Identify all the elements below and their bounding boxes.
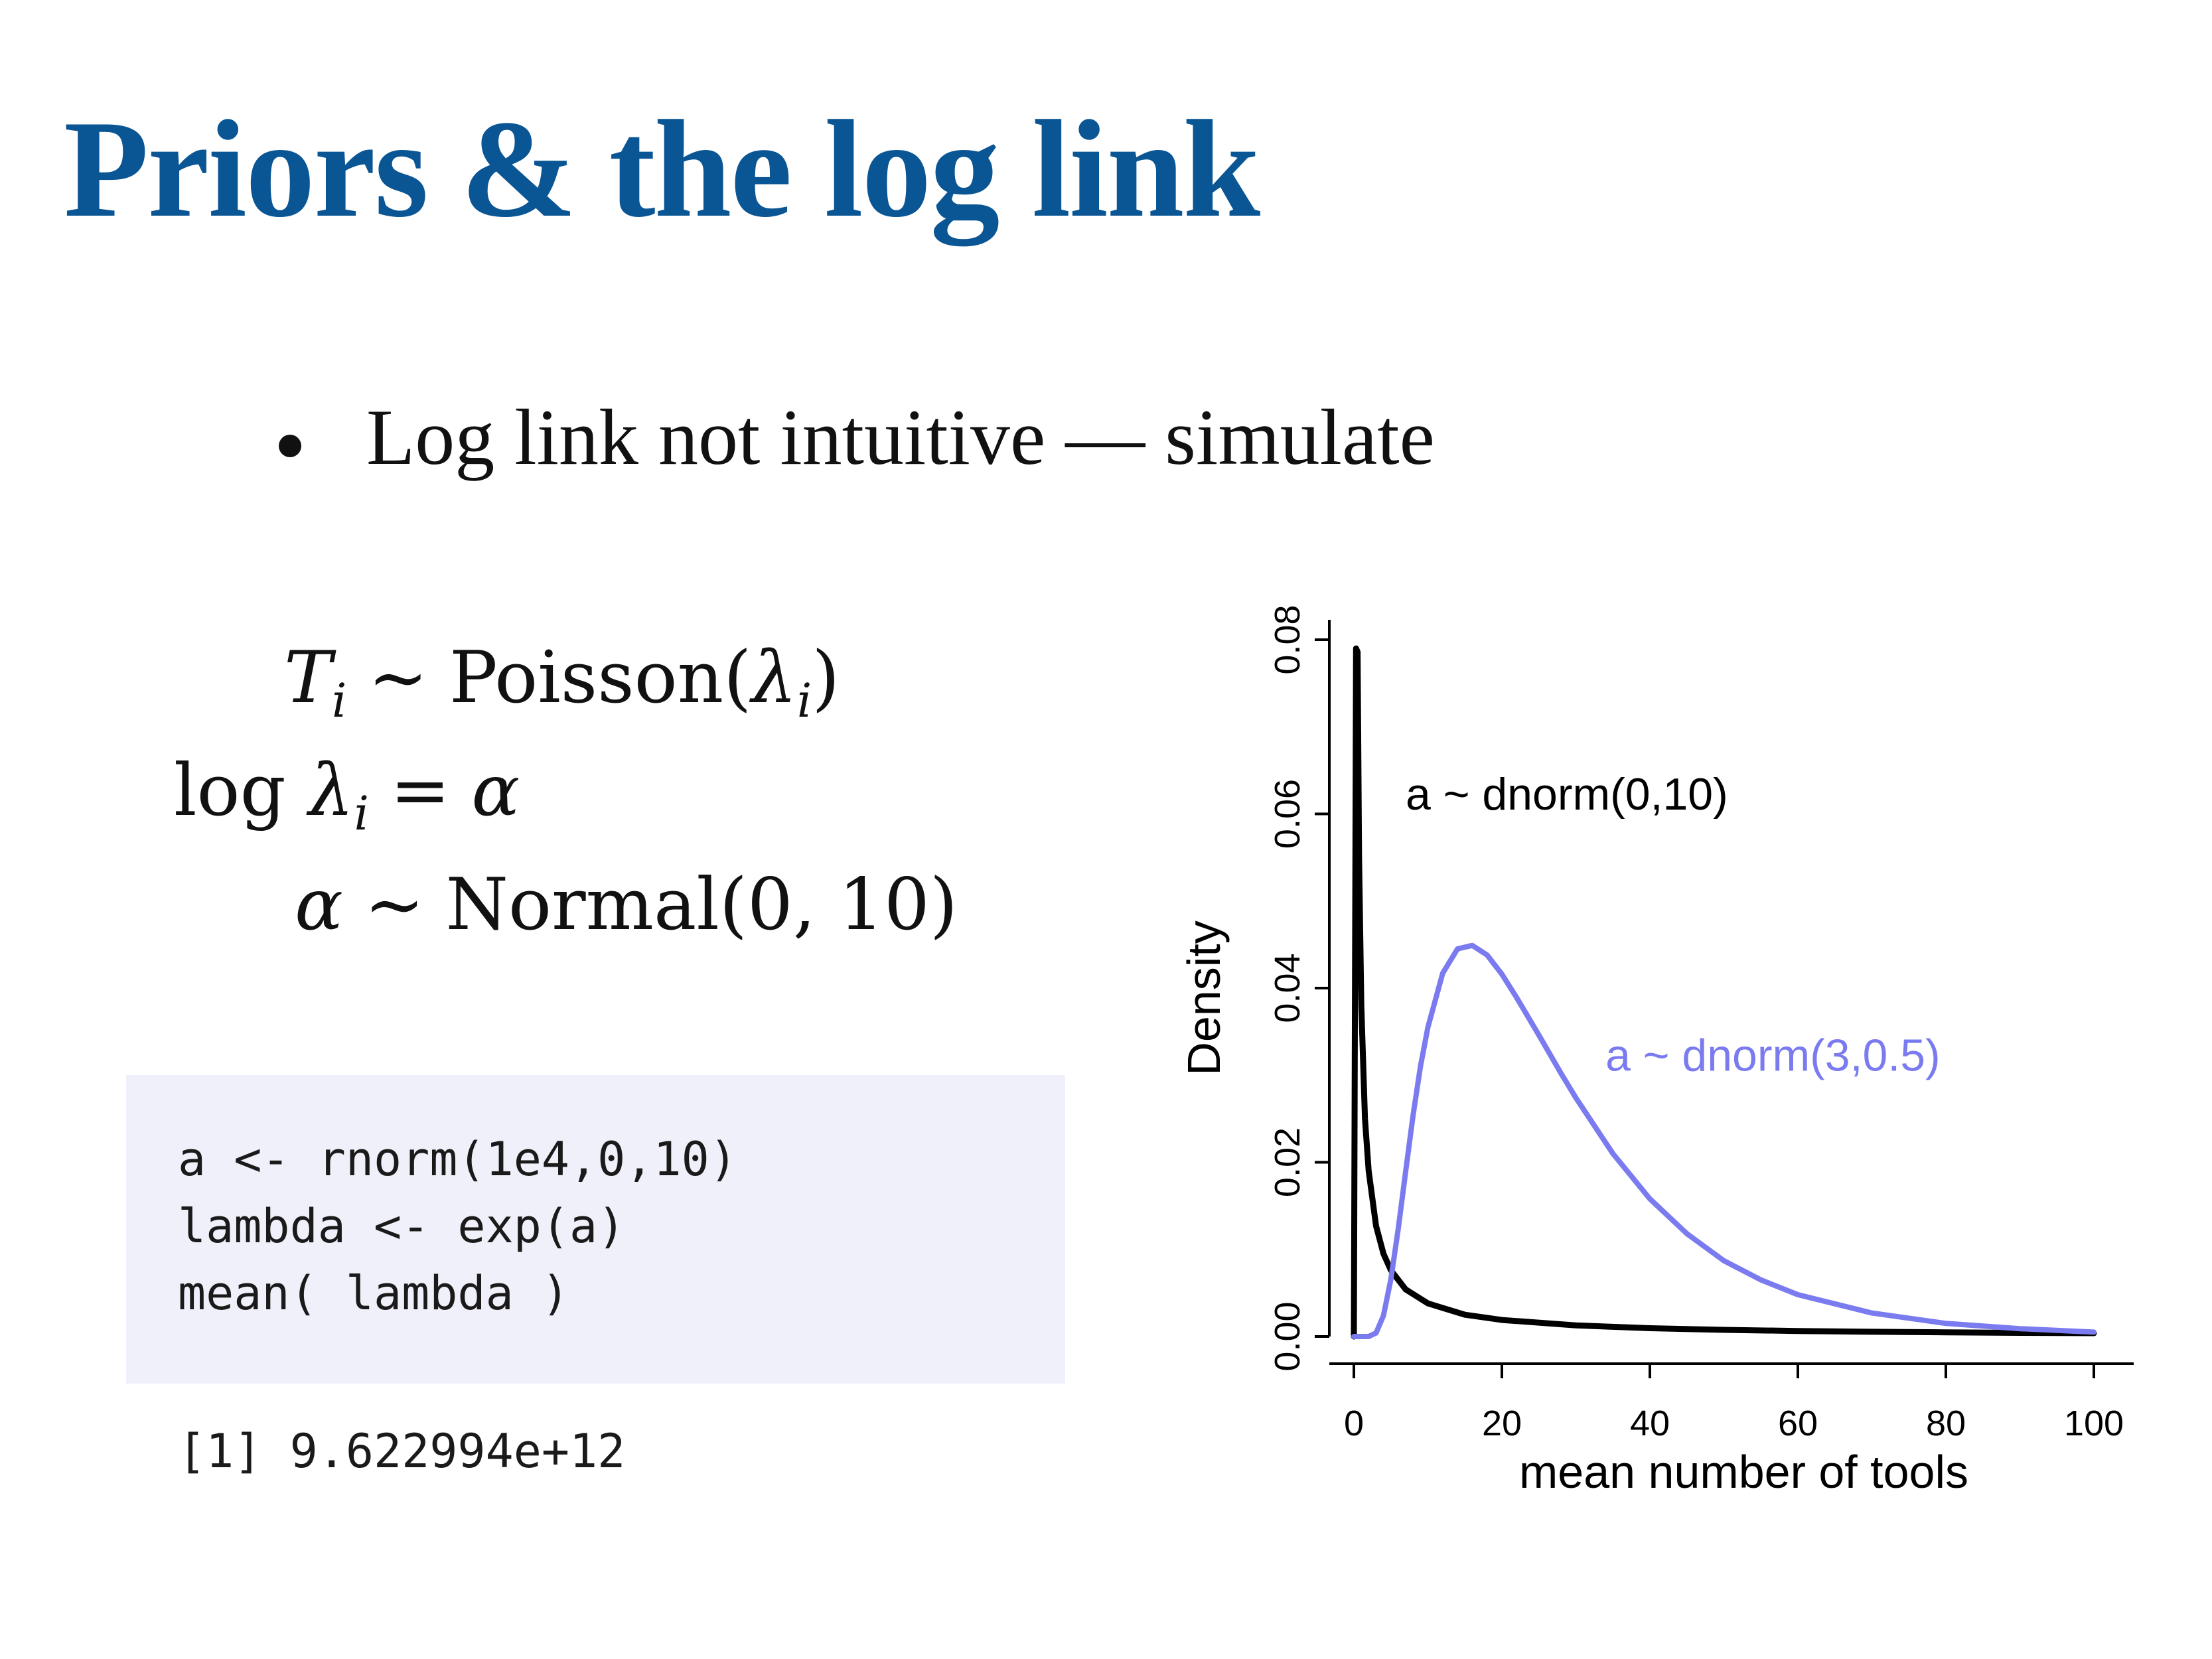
x-tick-label: 100: [2064, 1404, 2124, 1443]
model-equation-link: log λi = α: [174, 755, 520, 837]
x-tick-label: 60: [1778, 1404, 1818, 1443]
y-axis-label: Density: [1178, 920, 1230, 1075]
code-output: [1] 9.622994e+12: [178, 1424, 626, 1479]
bullet-item: Log link not intuitive — simulate: [279, 392, 1435, 483]
eq3-rhs: Normal(0, 10): [445, 863, 958, 946]
slide-title: Priors & the log link: [64, 92, 1260, 246]
y-tick-label: 0.08: [1268, 605, 1307, 674]
y-tick-label: 0.02: [1268, 1127, 1307, 1197]
eq1-lhs-sub: i: [332, 674, 347, 728]
code-line: lambda <- exp(a): [178, 1199, 626, 1254]
eq1-rhs-b: ): [812, 636, 840, 719]
eq1-rhs-sub: i: [796, 674, 812, 728]
x-axis-label: mean number of tools: [1519, 1446, 1968, 1498]
eq2-lhs-greek: λ: [309, 749, 354, 832]
eq1-lhs: T: [284, 636, 332, 719]
model-equation-prior: α ∼ Normal(0, 10): [295, 869, 958, 941]
eq1-rhs-greek: λ: [751, 636, 797, 719]
eq1-rhs-a: Poisson(: [449, 636, 752, 719]
bullet-dot-icon: [279, 435, 301, 457]
code-block: a <- rnorm(1e4,0,10) lambda <- exp(a) me…: [126, 1075, 1065, 1384]
model-equation-likelihood: Ti ∼ Poisson(λi): [284, 642, 840, 725]
eq3-lhs: α: [295, 863, 343, 946]
eq3-op: ∼: [364, 863, 425, 946]
annotation-label-1: a ~ dnorm(0,10): [1406, 769, 1728, 820]
bullet-text: Log link not intuitive — simulate: [366, 393, 1435, 481]
x-tick-label: 80: [1926, 1404, 1966, 1443]
code-line: mean( lambda ): [178, 1266, 570, 1321]
annotation-label-2: a ~ dnorm(3,0.5): [1605, 1031, 1941, 1081]
eq2-rhs: α: [471, 749, 520, 832]
eq2-lhs-sub: i: [354, 786, 369, 841]
eq2-lhs-a: log: [174, 749, 309, 832]
y-tick-label: 0.04: [1268, 953, 1307, 1023]
series-line-2: [1351, 942, 2097, 1339]
x-tick-label: 0: [1344, 1404, 1364, 1443]
eq1-op: ∼: [368, 636, 428, 719]
series-line-1: [1351, 645, 2097, 1340]
eq2-op: =: [390, 749, 451, 832]
y-tick-label: 0.00: [1268, 1301, 1307, 1371]
x-tick-label: 40: [1630, 1404, 1670, 1443]
x-tick-label: 20: [1482, 1404, 1522, 1443]
y-tick-label: 0.06: [1268, 779, 1307, 849]
code-line: a <- rnorm(1e4,0,10): [178, 1132, 737, 1187]
